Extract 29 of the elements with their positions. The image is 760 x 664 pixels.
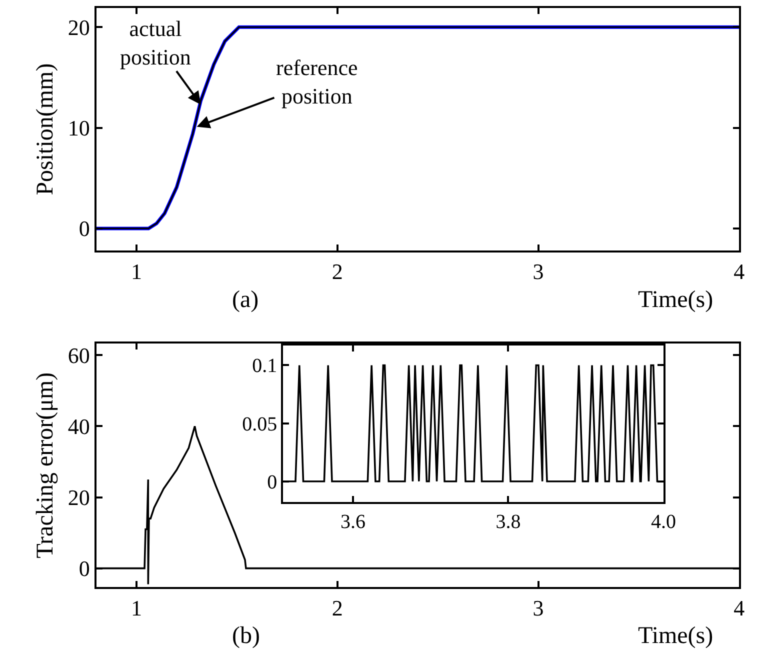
x-tick-label: 3 <box>532 259 544 284</box>
y-tick-label: 60 <box>68 342 90 368</box>
y-tick-label: 0 <box>267 471 278 494</box>
x-tick-label: 4 <box>734 596 745 621</box>
y-axis-title: Position(mm) <box>32 63 59 196</box>
annotation: reference position <box>276 55 358 109</box>
y-tick-label: 0 <box>78 216 90 242</box>
x-tick-label: 3.8 <box>496 511 521 534</box>
text: (a) <box>232 287 259 313</box>
y-tick-label: 0.05 <box>242 413 278 436</box>
y-axis-title: Tracking error(μm) <box>32 372 59 558</box>
x-tick-label: 4.0 <box>650 511 676 534</box>
x-axis-title: Time(s) <box>638 287 714 313</box>
x-tick-label: 1 <box>131 596 142 621</box>
y-tick-label: 10 <box>68 116 90 140</box>
y-tick-label: 0 <box>78 556 90 581</box>
y-tick-label: 20 <box>68 484 90 510</box>
y-tick-label: 40 <box>68 414 90 439</box>
x-tick-label: 3 <box>532 596 544 621</box>
y-tick-label: 0.1 <box>252 355 278 378</box>
x-tick-label: 1 <box>131 259 142 284</box>
x-tick-label: 3.6 <box>340 511 366 534</box>
x-tick-label: 2 <box>332 596 343 621</box>
annotation: actual position <box>120 16 191 70</box>
x-tick-label: 2 <box>332 259 343 284</box>
y-tick-label: 20 <box>68 14 90 40</box>
x-axis-title: Time(s) <box>638 623 714 649</box>
x-tick-label: 4 <box>734 259 745 284</box>
text: (b) <box>232 623 260 649</box>
